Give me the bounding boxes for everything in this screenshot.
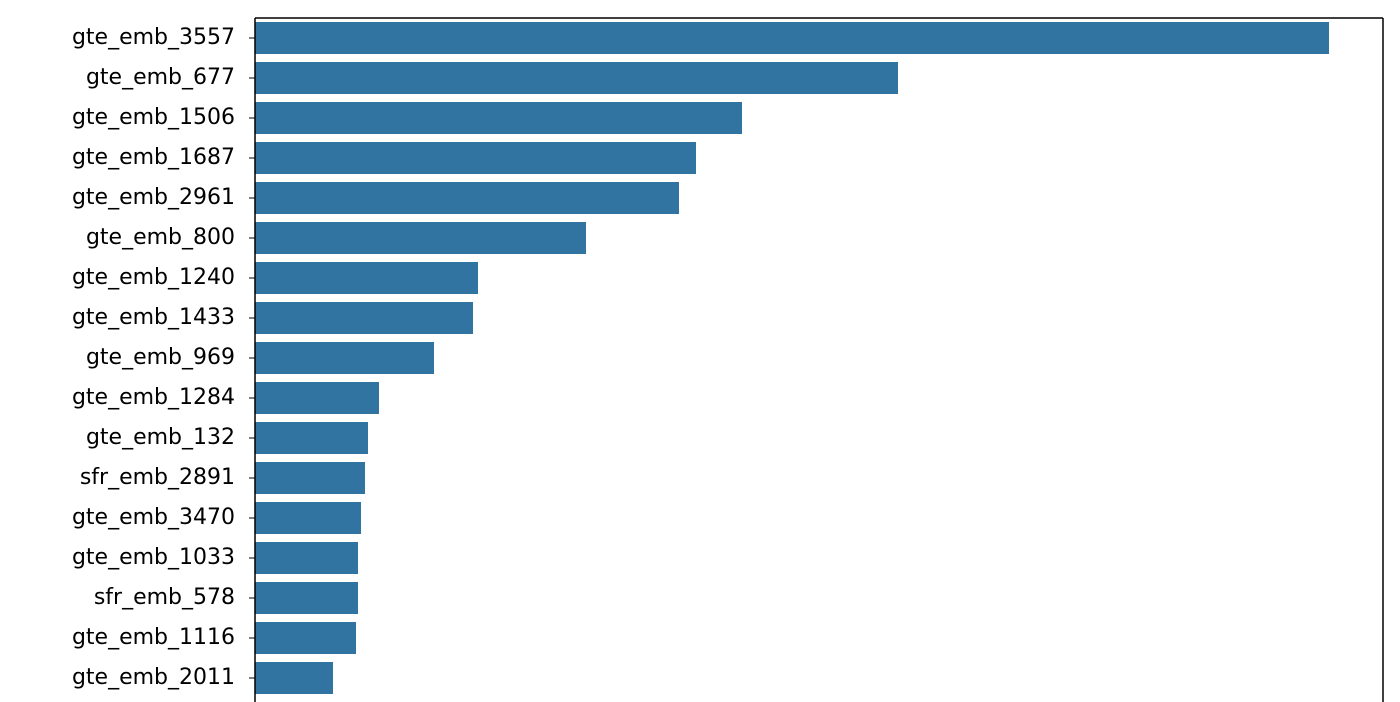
bar bbox=[255, 222, 586, 254]
bar bbox=[255, 342, 434, 374]
y-tick-label: gte_emb_1284 bbox=[72, 385, 235, 410]
bar bbox=[255, 382, 379, 414]
bar bbox=[255, 502, 361, 534]
y-tick-label: gte_emb_3470 bbox=[72, 505, 235, 530]
y-tick-label: gte_emb_677 bbox=[86, 65, 235, 90]
y-tick-label: gte_emb_3557 bbox=[72, 25, 235, 50]
bar bbox=[255, 662, 333, 694]
y-tick-label: gte_emb_1506 bbox=[72, 105, 235, 130]
y-tick-label: gte_emb_1033 bbox=[72, 545, 235, 570]
y-tick-label: gte_emb_800 bbox=[86, 225, 235, 250]
bar bbox=[255, 62, 898, 94]
bar bbox=[255, 542, 358, 574]
bar bbox=[255, 142, 696, 174]
y-tick-label: sfr_emb_2891 bbox=[80, 465, 235, 490]
y-tick-label: gte_emb_1116 bbox=[72, 625, 235, 650]
y-tick-label: gte_emb_2961 bbox=[72, 185, 235, 210]
bar bbox=[255, 262, 478, 294]
bar bbox=[255, 22, 1329, 54]
y-tick-label: gte_emb_1433 bbox=[72, 305, 235, 330]
y-tick-label: gte_emb_1240 bbox=[72, 265, 235, 290]
y-tick-label: sfr_emb_578 bbox=[94, 585, 235, 610]
bar bbox=[255, 582, 358, 614]
y-tick-label: gte_emb_969 bbox=[86, 345, 235, 370]
y-tick-label: gte_emb_132 bbox=[86, 425, 235, 450]
y-tick-label: gte_emb_2011 bbox=[72, 665, 235, 690]
bar bbox=[255, 622, 356, 654]
bar bbox=[255, 182, 679, 214]
y-tick-label: gte_emb_1687 bbox=[72, 145, 235, 170]
bar bbox=[255, 102, 742, 134]
bar bbox=[255, 462, 365, 494]
bar bbox=[255, 422, 368, 454]
bar bbox=[255, 302, 473, 334]
